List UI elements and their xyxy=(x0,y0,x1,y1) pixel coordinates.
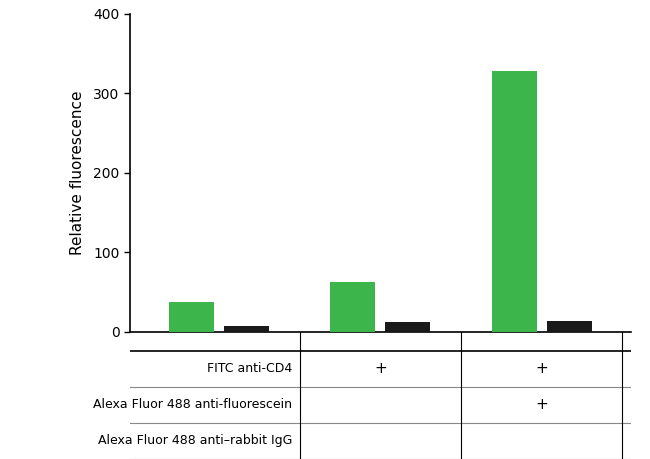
Y-axis label: Relative fluorescence: Relative fluorescence xyxy=(70,90,85,255)
Bar xyxy=(547,321,592,332)
Text: +: + xyxy=(536,397,548,413)
Bar xyxy=(169,302,214,332)
Text: FITC anti-CD4: FITC anti-CD4 xyxy=(207,363,292,375)
Bar xyxy=(491,71,537,332)
Bar xyxy=(224,326,269,332)
Text: +: + xyxy=(536,361,548,376)
Text: Alexa Fluor 488 anti–rabbit IgG: Alexa Fluor 488 anti–rabbit IgG xyxy=(98,435,292,448)
Text: +: + xyxy=(374,361,387,376)
Text: Alexa Fluor 488 anti-fluorescein: Alexa Fluor 488 anti-fluorescein xyxy=(93,398,292,411)
Bar xyxy=(385,322,430,332)
Bar xyxy=(330,282,376,332)
